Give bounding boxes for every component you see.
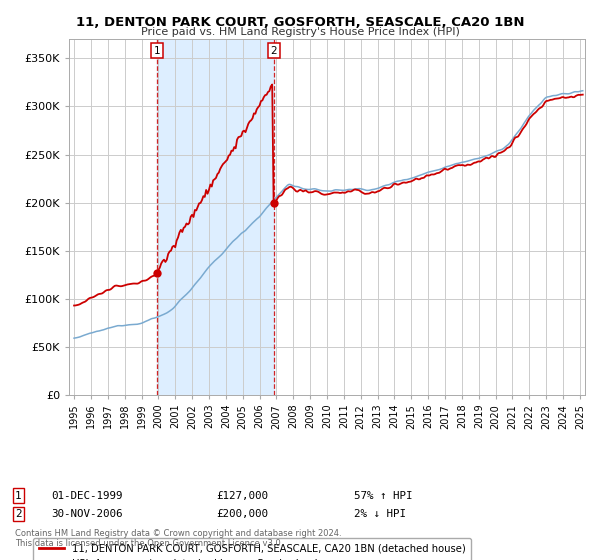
Text: 01-DEC-1999: 01-DEC-1999	[51, 491, 122, 501]
Text: 2% ↓ HPI: 2% ↓ HPI	[354, 509, 406, 519]
Text: 1: 1	[154, 46, 160, 56]
Text: 2: 2	[15, 509, 22, 519]
Bar	[157, 39, 274, 395]
Text: Contains HM Land Registry data © Crown copyright and database right 2024.: Contains HM Land Registry data © Crown c…	[15, 529, 341, 538]
Text: 1: 1	[15, 491, 22, 501]
Text: 30-NOV-2006: 30-NOV-2006	[51, 509, 122, 519]
Text: Price paid vs. HM Land Registry's House Price Index (HPI): Price paid vs. HM Land Registry's House …	[140, 27, 460, 37]
Text: This data is licensed under the Open Government Licence v3.0.: This data is licensed under the Open Gov…	[15, 539, 283, 548]
Text: 11, DENTON PARK COURT, GOSFORTH, SEASCALE, CA20 1BN: 11, DENTON PARK COURT, GOSFORTH, SEASCAL…	[76, 16, 524, 29]
Legend: 11, DENTON PARK COURT, GOSFORTH, SEASCALE, CA20 1BN (detached house), HPI: Avera: 11, DENTON PARK COURT, GOSFORTH, SEASCAL…	[33, 538, 472, 560]
Text: 57% ↑ HPI: 57% ↑ HPI	[354, 491, 413, 501]
Text: £200,000: £200,000	[216, 509, 268, 519]
Text: £127,000: £127,000	[216, 491, 268, 501]
Text: 2: 2	[270, 46, 277, 56]
